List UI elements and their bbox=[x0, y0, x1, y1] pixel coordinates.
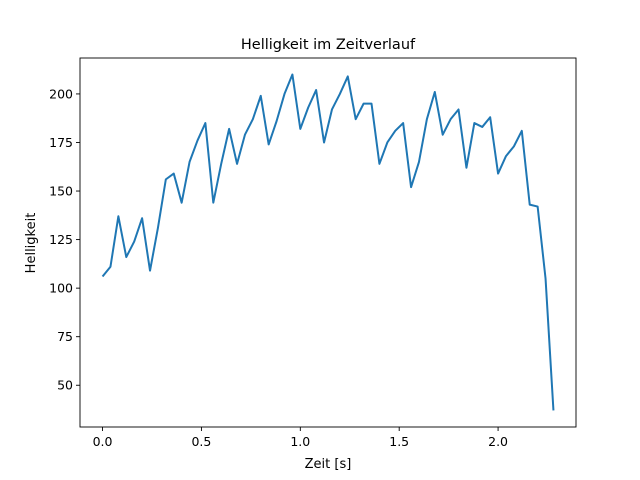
chart-title: Helligkeit im Zeitverlauf bbox=[241, 37, 416, 53]
x-tick-label: 0.0 bbox=[93, 434, 113, 449]
y-tick-label: 150 bbox=[49, 184, 73, 199]
x-tick-label: 1.0 bbox=[290, 434, 310, 449]
y-tick-label: 125 bbox=[49, 232, 73, 247]
y-tick-label: 200 bbox=[49, 86, 73, 101]
y-tick-label: 50 bbox=[57, 378, 73, 393]
x-tick-label: 2.0 bbox=[488, 434, 508, 449]
x-axis-label: Zeit [s] bbox=[305, 457, 352, 472]
series-line-0 bbox=[101, 73, 555, 411]
x-tick-label: 1.5 bbox=[389, 434, 409, 449]
x-tick-label: 0.5 bbox=[191, 434, 211, 449]
y-tick-label: 175 bbox=[49, 135, 73, 150]
plot-frame bbox=[79, 57, 577, 428]
y-tick-label: 75 bbox=[57, 329, 73, 344]
y-tick-label: 100 bbox=[49, 281, 73, 296]
y-axis-label: Helligkeit bbox=[24, 213, 39, 274]
